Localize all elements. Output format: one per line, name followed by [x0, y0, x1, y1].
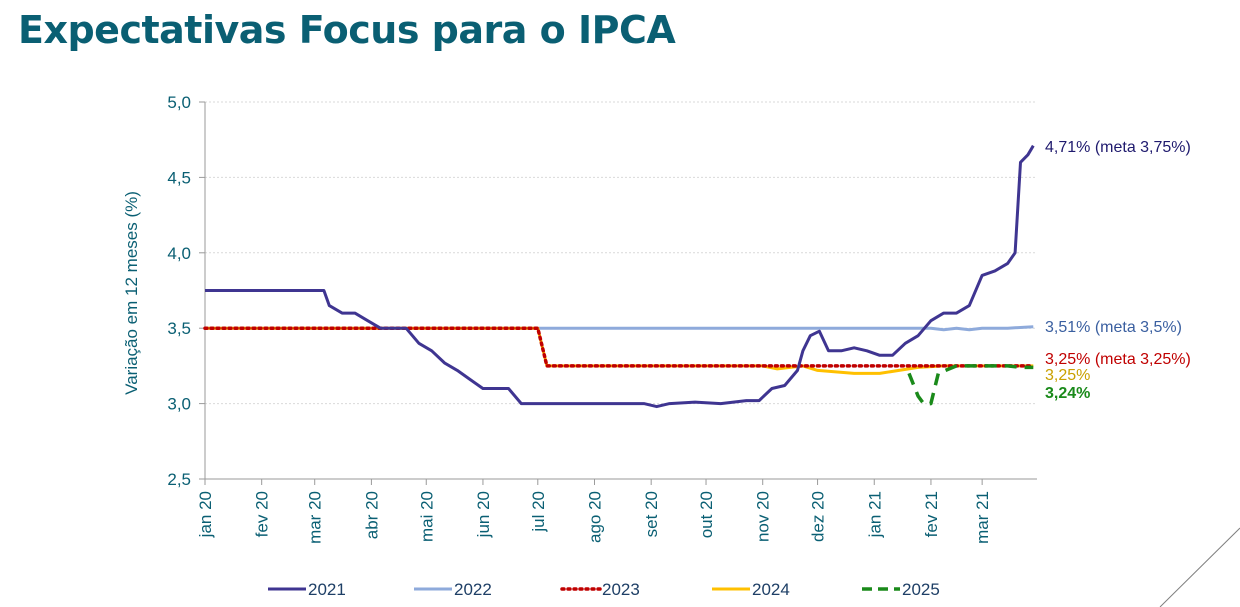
chart-series — [203, 144, 1036, 409]
legend-label: 2021 — [308, 580, 346, 599]
legend-label: 2022 — [454, 580, 492, 599]
y-tick-label: 2,5 — [167, 470, 191, 489]
legend-label: 2025 — [902, 580, 940, 599]
end-value-label: 3,51% (meta 3,5%) — [1045, 319, 1182, 336]
series-line-2022 — [205, 325, 1034, 332]
x-tick-label: ago 20 — [585, 491, 604, 543]
series-line-2023 — [203, 326, 1036, 368]
y-axis-label: Variação em 12 meses (%) — [122, 191, 141, 395]
y-tick-label: 3,0 — [167, 395, 191, 414]
chart-grid — [205, 101, 1037, 405]
y-tick-label: 4,0 — [167, 244, 191, 263]
legend-item-2025: 2025 — [862, 580, 940, 599]
end-value-label: 3,24% — [1045, 385, 1090, 402]
decorative-corner-line — [1159, 527, 1240, 607]
end-value-labels: 4,71% (meta 3,75%) 3,51% (meta 3,5%) 3,25%… — [1045, 139, 1191, 402]
legend-label: 2024 — [752, 580, 790, 599]
x-tick-label: out 20 — [697, 491, 716, 538]
x-axis-ticks: jan 20 fev 20 mar 20 abr 20 mai 20 jun 20 jul … — [196, 479, 992, 544]
y-tick-label: 4,5 — [167, 168, 191, 187]
x-tick-label: jul 20 — [529, 491, 548, 533]
legend-item-2021: 2021 — [268, 580, 346, 599]
x-tick-label: mar 21 — [973, 491, 992, 544]
y-axis-ticks: 2,5 3,0 3,5 4,0 4,5 5,0 — [167, 93, 205, 489]
legend-item-2024: 2024 — [712, 580, 790, 599]
end-value-label: 4,71% (meta 3,75%) — [1045, 139, 1191, 156]
legend-label: 2023 — [602, 580, 640, 599]
x-tick-label: jan 21 — [865, 491, 884, 538]
x-tick-label: jan 20 — [196, 491, 215, 538]
x-tick-label: abr 20 — [362, 491, 381, 539]
x-tick-label: dez 20 — [809, 491, 828, 542]
chart-legend: 2021 2022 2023 2024 2025 — [268, 580, 940, 599]
x-tick-label: fev 21 — [922, 491, 941, 537]
x-tick-label: nov 20 — [754, 491, 773, 542]
end-value-label: 3,25% (meta 3,25%) — [1045, 351, 1191, 368]
series-line-2021 — [205, 144, 1035, 409]
y-tick-label: 5,0 — [167, 93, 191, 112]
legend-item-2023: 2023 — [560, 580, 640, 599]
chart-axes — [204, 102, 1037, 480]
legend-item-2022: 2022 — [414, 580, 492, 599]
x-tick-label: fev 20 — [253, 491, 272, 537]
x-tick-label: mai 20 — [417, 491, 436, 542]
series-line-2025 — [907, 364, 1034, 406]
page-title: Expectativas Focus para o IPCA — [18, 8, 676, 52]
x-tick-label: mar 20 — [306, 491, 325, 544]
y-tick-label: 3,5 — [167, 319, 191, 338]
x-tick-label: jun 20 — [474, 491, 493, 538]
x-tick-label: set 20 — [642, 491, 661, 537]
end-value-label: 3,25% — [1045, 367, 1090, 384]
